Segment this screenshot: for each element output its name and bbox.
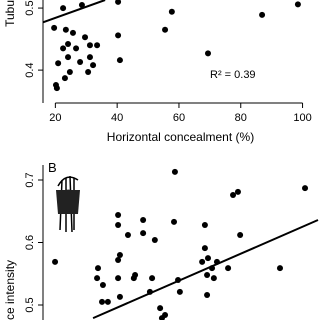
point <box>66 68 73 75</box>
point <box>62 26 69 33</box>
annotation: R² = 0.39 <box>210 69 256 81</box>
point <box>204 292 211 298</box>
point <box>52 258 59 265</box>
point <box>237 232 244 238</box>
point <box>276 265 283 272</box>
x-axis-title: Horizontal concealment (%) <box>107 130 254 144</box>
y-tick-label: 0.4 <box>24 62 36 77</box>
x-tick-label: 20 <box>49 112 61 124</box>
point <box>199 258 206 265</box>
trend-line <box>43 0 106 24</box>
point <box>69 29 76 36</box>
point <box>78 1 85 8</box>
panel-label: B <box>48 160 57 175</box>
point <box>51 24 58 31</box>
point <box>210 275 217 282</box>
point <box>140 217 147 223</box>
y-tick-label: 0.5 <box>24 297 36 312</box>
point <box>162 26 169 33</box>
point <box>115 222 122 228</box>
point <box>73 45 80 52</box>
point <box>82 34 89 41</box>
point <box>115 32 122 39</box>
point <box>259 11 266 18</box>
point <box>65 54 72 61</box>
point <box>205 50 211 57</box>
point <box>116 293 123 300</box>
x-tick-label: 100 <box>293 112 311 124</box>
point <box>213 258 220 265</box>
y-axis-title: Tubu <box>3 0 17 27</box>
x-tick-label: 80 <box>235 112 247 124</box>
point <box>61 75 68 82</box>
point <box>162 312 169 318</box>
y-tick-label: 0.5 <box>24 0 36 15</box>
point <box>201 245 208 252</box>
plant-icon <box>56 175 80 233</box>
point <box>60 45 67 52</box>
y-axis-title: ce intensity <box>3 260 17 320</box>
point <box>234 188 241 195</box>
point <box>115 0 122 5</box>
x-tick-label: 40 <box>111 112 123 124</box>
point <box>60 5 67 12</box>
point <box>115 275 122 282</box>
point <box>171 218 178 225</box>
point <box>201 222 208 228</box>
point <box>151 237 158 243</box>
y-tick-label: 0.7 <box>24 172 36 187</box>
point <box>94 42 101 49</box>
point <box>176 288 183 295</box>
point <box>294 1 301 8</box>
point <box>86 42 93 49</box>
point <box>55 60 62 67</box>
point <box>104 298 111 305</box>
point <box>302 185 309 192</box>
point <box>77 59 84 66</box>
point <box>132 272 139 278</box>
point <box>204 272 211 278</box>
point <box>171 168 178 175</box>
x-tick-label: 60 <box>173 112 185 124</box>
point <box>140 230 147 237</box>
point <box>99 298 106 305</box>
point <box>116 57 123 64</box>
point <box>149 275 156 282</box>
point <box>225 265 232 272</box>
point <box>85 68 92 75</box>
point <box>209 265 216 272</box>
point <box>124 232 131 238</box>
point <box>115 212 122 218</box>
point <box>146 288 153 295</box>
point <box>168 8 175 15</box>
point <box>99 282 106 288</box>
trend-line <box>92 219 319 320</box>
point <box>53 85 60 92</box>
point <box>86 54 93 61</box>
point <box>115 257 122 263</box>
point <box>90 62 97 69</box>
point <box>157 305 164 312</box>
point <box>205 255 211 262</box>
y-tick-label: 0.6 <box>24 235 36 250</box>
point <box>95 265 101 272</box>
point <box>65 41 72 48</box>
point <box>94 275 101 282</box>
point <box>116 252 123 258</box>
point <box>175 277 182 283</box>
point <box>230 192 237 198</box>
